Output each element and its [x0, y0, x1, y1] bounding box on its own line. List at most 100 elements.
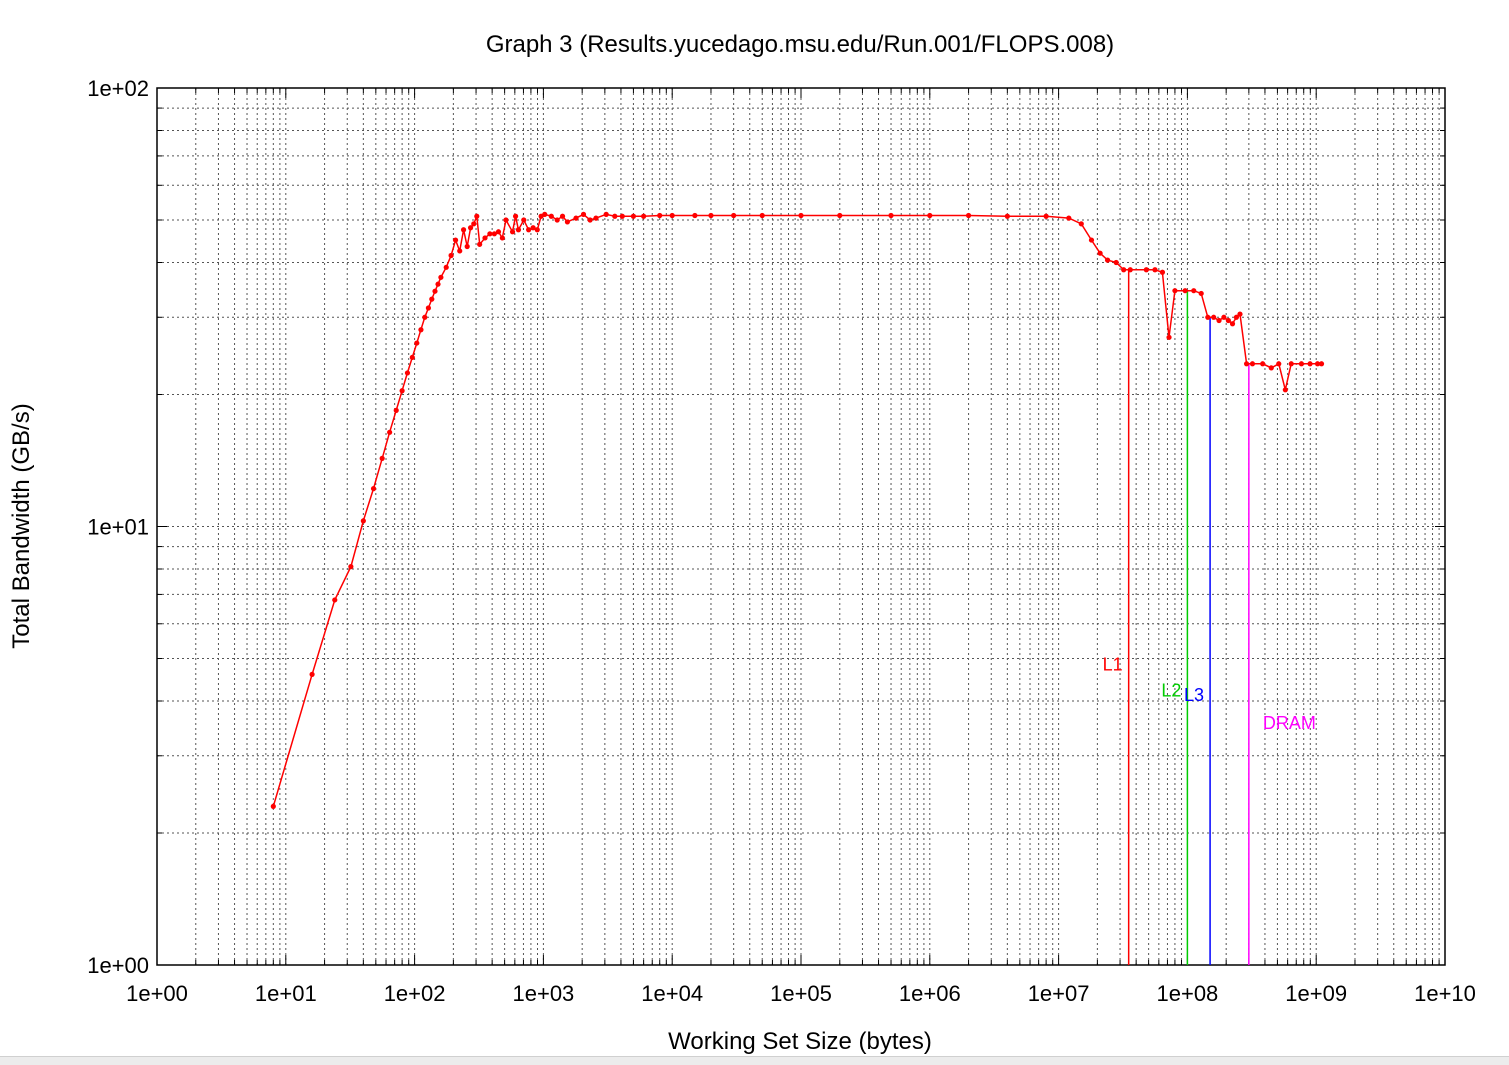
- data-point: [927, 212, 933, 219]
- data-point: [467, 225, 474, 231]
- data-point: [603, 211, 609, 217]
- data-point: [1097, 250, 1103, 256]
- x-tick-label: 1e+07: [1028, 981, 1090, 1006]
- chart-title: Graph 3 (Results.yucedago.msu.edu/Run.00…: [486, 31, 1114, 58]
- data-point: [619, 213, 625, 219]
- data-point: [487, 231, 493, 237]
- data-point: [708, 212, 714, 219]
- data-point: [309, 671, 315, 677]
- data-point: [1288, 361, 1294, 367]
- data-point: [1166, 334, 1172, 340]
- data-point: [477, 241, 483, 247]
- data-point: [474, 213, 480, 219]
- data-point: [482, 235, 488, 241]
- data-point: [564, 219, 571, 225]
- data-point: [409, 354, 415, 361]
- bandwidth-series-line: [272, 213, 1322, 807]
- data-point: [1088, 237, 1095, 243]
- data-point: [1152, 267, 1158, 273]
- data-point: [593, 215, 599, 221]
- data-point: [1298, 361, 1305, 367]
- data-point: [1268, 365, 1274, 371]
- data-point: [965, 212, 972, 219]
- data-point: [1172, 288, 1178, 294]
- data-point: [641, 213, 647, 219]
- data-point: [587, 217, 593, 223]
- data-point: [657, 212, 663, 219]
- data-point: [1225, 317, 1231, 324]
- l2-label: L2: [1161, 680, 1181, 700]
- data-point: [669, 212, 675, 219]
- data-point: [1229, 321, 1236, 327]
- x-tick-label: 1e+06: [899, 981, 961, 1006]
- data-point: [526, 227, 532, 233]
- x-tick-label: 1e+09: [1285, 981, 1347, 1006]
- data-point: [425, 305, 432, 311]
- data-point: [270, 803, 276, 809]
- data-point: [1205, 314, 1211, 320]
- data-point: [491, 231, 497, 237]
- data-point: [573, 215, 579, 221]
- data-point: [1159, 269, 1166, 275]
- annotation-layer: L1 L2 L3 DRAM: [1103, 269, 1316, 965]
- data-point: [1233, 314, 1239, 320]
- data-point: [1121, 267, 1127, 273]
- x-tick-label: 1e+03: [513, 981, 575, 1006]
- data-point: [432, 288, 438, 294]
- data-point: [443, 264, 449, 270]
- data-point: [1314, 361, 1321, 367]
- data-point: [630, 213, 637, 219]
- x-axis-label: Working Set Size (bytes): [668, 1028, 932, 1055]
- data-point: [512, 213, 519, 219]
- data-point: [1318, 361, 1325, 367]
- x-tick-label: 1e+08: [1157, 981, 1219, 1006]
- data-point: [580, 211, 587, 217]
- y-tick-label: 1e+01: [87, 515, 149, 540]
- data-point: [534, 227, 540, 233]
- data-point: [731, 212, 737, 219]
- data-point: [1066, 215, 1072, 221]
- data-point: [370, 486, 377, 492]
- data-point: [499, 235, 505, 241]
- l3-label: L3: [1184, 685, 1204, 705]
- dram-label: DRAM: [1263, 713, 1316, 733]
- data-point: [554, 217, 560, 223]
- grid-layer: [157, 88, 1445, 965]
- series-layer: [270, 211, 1325, 809]
- data-point: [393, 407, 399, 413]
- data-point: [503, 217, 509, 223]
- data-point: [542, 211, 548, 217]
- data-point: [559, 213, 566, 219]
- x-tick-label: 1e+10: [1414, 981, 1476, 1006]
- x-tick-label: 1e+04: [641, 981, 703, 1006]
- x-tick-label: 1e+02: [384, 981, 446, 1006]
- data-point: [1182, 288, 1188, 294]
- data-point: [452, 237, 459, 243]
- y-tick-label: 1e+02: [87, 76, 149, 101]
- data-point: [1004, 213, 1010, 219]
- data-point: [1243, 361, 1250, 367]
- data-point: [1078, 221, 1084, 227]
- data-point: [422, 314, 428, 320]
- data-point: [332, 597, 338, 603]
- data-point: [1211, 314, 1217, 320]
- data-point: [1043, 213, 1049, 219]
- data-point: [530, 225, 536, 231]
- data-point: [435, 281, 441, 287]
- data-point: [1113, 259, 1119, 266]
- data-point: [1191, 288, 1197, 294]
- data-point: [404, 370, 411, 376]
- data-point: [837, 212, 843, 219]
- data-point: [464, 243, 470, 250]
- data-point: [1216, 317, 1222, 324]
- data-point: [360, 518, 366, 524]
- l1-label: L1: [1103, 654, 1123, 674]
- data-point: [1198, 290, 1204, 297]
- data-point: [612, 213, 618, 219]
- data-point: [399, 388, 405, 394]
- data-point: [348, 564, 354, 570]
- data-point: [1104, 257, 1111, 263]
- data-point: [515, 227, 522, 233]
- data-point: [471, 221, 477, 227]
